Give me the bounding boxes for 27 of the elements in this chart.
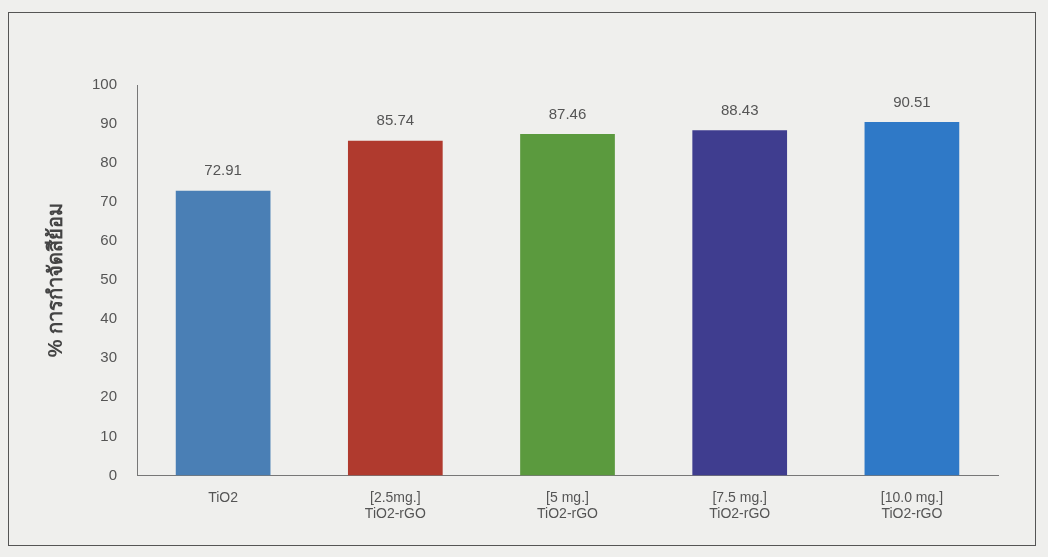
y-tick-label: 70 bbox=[100, 192, 118, 210]
x-tick-label: [5 mg.] TiO2-rGO bbox=[537, 488, 599, 522]
x-tick-label: [7.5 mg.] TiO2-rGO bbox=[709, 488, 771, 522]
y-tick-label: 80 bbox=[100, 153, 118, 171]
y-tick-label: 90 bbox=[100, 114, 118, 132]
bar bbox=[692, 130, 788, 476]
data-label: 85.74 bbox=[376, 111, 415, 129]
data-label: 88.43 bbox=[720, 100, 759, 118]
x-tick-label: [2.5mg.] TiO2-rGO bbox=[364, 488, 426, 522]
data-label: 72.91 bbox=[204, 161, 242, 179]
x-tick-label: [10.0 mg.] TiO2-rGO bbox=[880, 488, 944, 522]
data-label: 87.46 bbox=[548, 104, 587, 122]
x-tick-label: TiO2 bbox=[208, 488, 239, 505]
y-tick-label: 40 bbox=[100, 309, 118, 327]
bar bbox=[175, 190, 271, 476]
y-tick-label: 20 bbox=[100, 387, 118, 405]
y-tick-label: 30 bbox=[100, 348, 118, 366]
bar bbox=[520, 133, 615, 476]
y-tick-label: 50 bbox=[100, 270, 118, 288]
data-label: 90.51 bbox=[893, 92, 931, 110]
y-tick-label: 100 bbox=[92, 75, 118, 93]
bar bbox=[347, 140, 443, 476]
y-tick-label: 60 bbox=[100, 231, 118, 249]
bar bbox=[864, 122, 960, 476]
y-axis-title: % การกำจัดสีย้อม bbox=[43, 203, 66, 358]
y-tick-label: 10 bbox=[100, 426, 118, 444]
y-tick-label: 0 bbox=[108, 465, 118, 483]
